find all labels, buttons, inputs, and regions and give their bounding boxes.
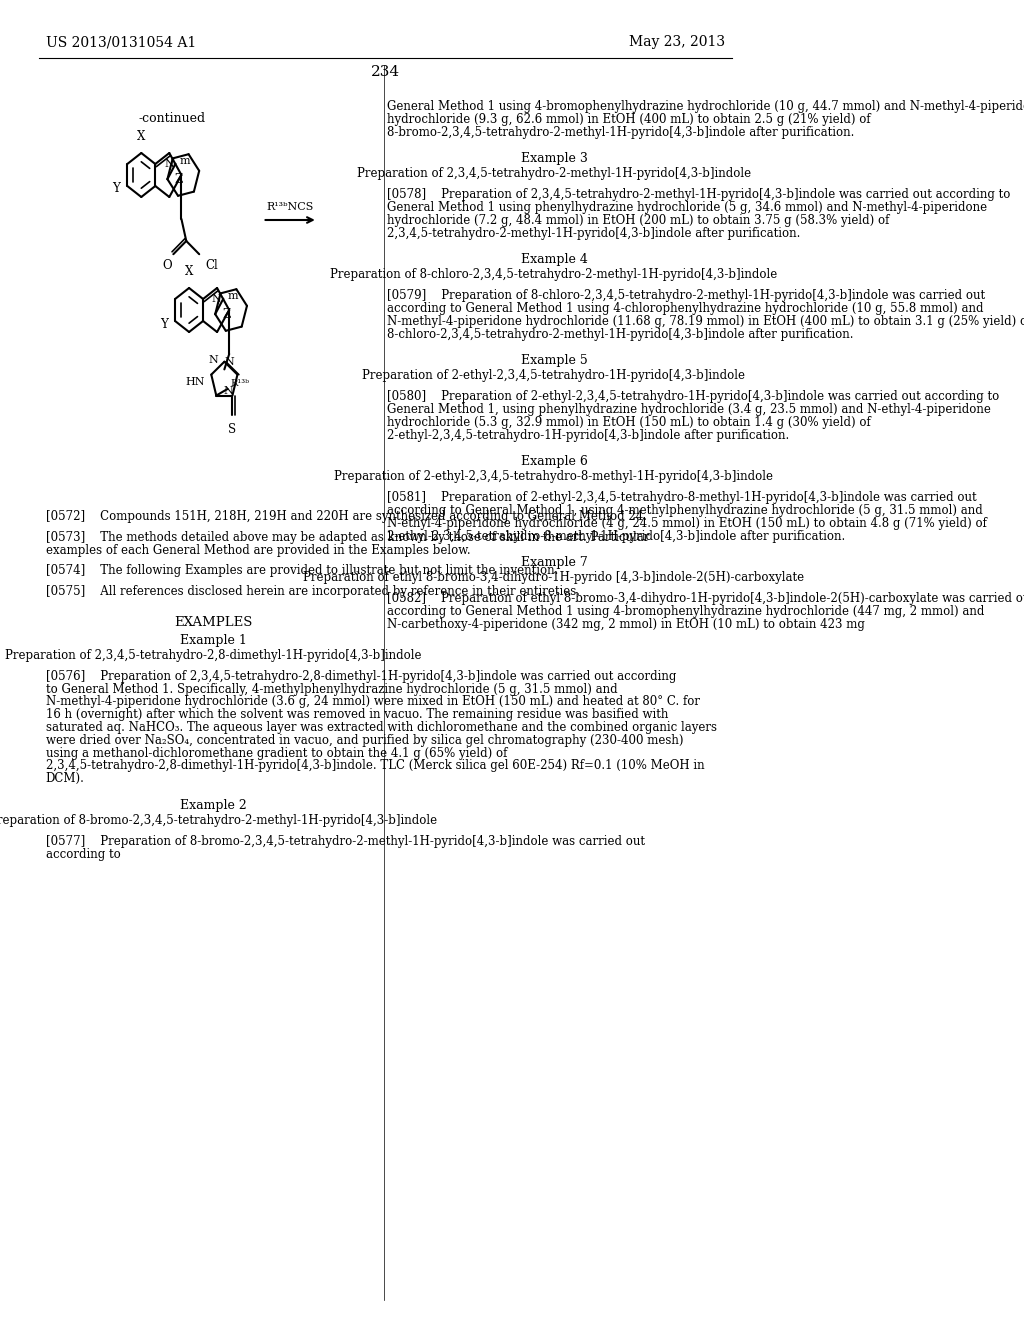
Text: according to General Method 1 using 4-chlorophenylhydrazine hydrochloride (10 g,: according to General Method 1 using 4-ch… bbox=[387, 302, 983, 315]
Text: [0579]    Preparation of 8-chloro-2,3,4,5-tetrahydro-2-methyl-1H-pyrido[4,3-b]in: [0579] Preparation of 8-chloro-2,3,4,5-t… bbox=[387, 289, 985, 302]
Text: to General Method 1. Specifically, 4-methylphenylhydrazine hydrochloride (5 g, 3: to General Method 1. Specifically, 4-met… bbox=[46, 682, 617, 696]
Text: hydrochloride (5.3 g, 32.9 mmol) in EtOH (150 mL) to obtain 1.4 g (30% yield) of: hydrochloride (5.3 g, 32.9 mmol) in EtOH… bbox=[387, 416, 870, 429]
Text: Preparation of 2-ethyl-2,3,4,5-tetrahydro-8-methyl-1H-pyrido[4,3-b]indole: Preparation of 2-ethyl-2,3,4,5-tetrahydr… bbox=[335, 470, 773, 483]
Text: 2,3,4,5-tetrahydro-2,8-dimethyl-1H-pyrido[4,3-b]indole. TLC (Merck silica gel 60: 2,3,4,5-tetrahydro-2,8-dimethyl-1H-pyrid… bbox=[46, 759, 705, 772]
Text: according to General Method 1, using 4-methylphenylhydrazine hydrochloride (5 g,: according to General Method 1, using 4-m… bbox=[387, 504, 983, 517]
Text: Preparation of ethyl 8-bromo-3,4-dihydro-1H-pyrido [4,3-b]indole-2(5H)-carboxyla: Preparation of ethyl 8-bromo-3,4-dihydro… bbox=[303, 572, 805, 585]
Text: 234: 234 bbox=[371, 65, 400, 79]
Text: R¹³ᵇNCS: R¹³ᵇNCS bbox=[266, 202, 313, 213]
Text: Preparation of 8-chloro-2,3,4,5-tetrahydro-2-methyl-1H-pyrido[4,3-b]indole: Preparation of 8-chloro-2,3,4,5-tetrahyd… bbox=[331, 268, 777, 281]
Text: Y: Y bbox=[112, 182, 120, 195]
Text: Preparation of 2,3,4,5-tetrahydro-2,8-dimethyl-1H-pyrido[4,3-b]indole: Preparation of 2,3,4,5-tetrahydro-2,8-di… bbox=[5, 649, 421, 663]
Text: -continued: -continued bbox=[138, 112, 206, 125]
Text: Example 1: Example 1 bbox=[179, 634, 247, 647]
Text: X: X bbox=[185, 265, 194, 279]
Text: X: X bbox=[137, 129, 145, 143]
Text: Example 2: Example 2 bbox=[179, 799, 247, 812]
Text: Z: Z bbox=[222, 308, 230, 321]
Text: 2-ethyl-2,3,4,5-tetrahydro-8-methyl-1H-pyrido[4,3-b]indole after purification.: 2-ethyl-2,3,4,5-tetrahydro-8-methyl-1H-p… bbox=[387, 529, 845, 543]
Text: US 2013/0131054 A1: US 2013/0131054 A1 bbox=[46, 36, 196, 49]
Text: Example 6: Example 6 bbox=[520, 455, 588, 469]
Text: [0572]    Compounds 151H, 218H, 219H and 220H are synthesized according to Gener: [0572] Compounds 151H, 218H, 219H and 22… bbox=[46, 510, 647, 523]
Text: 8-bromo-2,3,4,5-tetrahydro-2-methyl-1H-pyrido[4,3-b]indole after purification.: 8-bromo-2,3,4,5-tetrahydro-2-methyl-1H-p… bbox=[387, 125, 854, 139]
Text: examples of each General Method are provided in the Examples below.: examples of each General Method are prov… bbox=[46, 544, 470, 557]
Text: Preparation of 2-ethyl-2,3,4,5-tetrahydro-1H-pyrido[4,3-b]indole: Preparation of 2-ethyl-2,3,4,5-tetrahydr… bbox=[362, 370, 745, 383]
Text: [0578]    Preparation of 2,3,4,5-tetrahydro-2-methyl-1H-pyrido[4,3-b]indole was : [0578] Preparation of 2,3,4,5-tetrahydro… bbox=[387, 189, 1010, 201]
Text: 16 h (overnight) after which the solvent was removed in vacuo. The remaining res: 16 h (overnight) after which the solvent… bbox=[46, 709, 668, 721]
Text: [0582]    Preparation of ethyl 8-bromo-3,4-dihydro-1H-pyrido[4,3-b]indole-2(5H)-: [0582] Preparation of ethyl 8-bromo-3,4-… bbox=[387, 593, 1024, 605]
Text: Preparation of 8-bromo-2,3,4,5-tetrahydro-2-methyl-1H-pyrido[4,3-b]indole: Preparation of 8-bromo-2,3,4,5-tetrahydr… bbox=[0, 814, 437, 828]
Text: [0575]    All references disclosed herein are incorporated by reference in their: [0575] All references disclosed herein a… bbox=[46, 585, 580, 598]
Text: [0577]    Preparation of 8-bromo-2,3,4,5-tetrahydro-2-methyl-1H-pyrido[4,3-b]ind: [0577] Preparation of 8-bromo-2,3,4,5-te… bbox=[46, 834, 645, 847]
Text: m: m bbox=[227, 290, 239, 301]
Text: N: N bbox=[209, 355, 218, 364]
Text: hydrochloride (7.2 g, 48.4 mmol) in EtOH (200 mL) to obtain 3.75 g (58.3% yield): hydrochloride (7.2 g, 48.4 mmol) in EtOH… bbox=[387, 214, 889, 227]
Text: General Method 1 using phenylhydrazine hydrochloride (5 g, 34.6 mmol) and N-meth: General Method 1 using phenylhydrazine h… bbox=[387, 201, 987, 214]
Text: hydrochloride (9.3 g, 62.6 mmol) in EtOH (400 mL) to obtain 2.5 g (21% yield) of: hydrochloride (9.3 g, 62.6 mmol) in EtOH… bbox=[387, 112, 870, 125]
Text: N-methyl-4-piperidone hydrochloride (3.6 g, 24 mmol) were mixed in EtOH (150 mL): N-methyl-4-piperidone hydrochloride (3.6… bbox=[46, 696, 699, 709]
Text: m: m bbox=[180, 156, 190, 166]
Text: N-ethyl-4-piperidone hydrochloride (4 g, 24.5 mmol) in EtOH (150 mL) to obtain 4: N-ethyl-4-piperidone hydrochloride (4 g,… bbox=[387, 517, 987, 529]
Text: Z: Z bbox=[175, 173, 183, 186]
Text: O: O bbox=[163, 259, 172, 272]
Text: [0581]    Preparation of 2-ethyl-2,3,4,5-tetrahydro-8-methyl-1H-pyrido[4,3-b]ind: [0581] Preparation of 2-ethyl-2,3,4,5-te… bbox=[387, 491, 977, 504]
Text: [0576]    Preparation of 2,3,4,5-tetrahydro-2,8-dimethyl-1H-pyrido[4,3-b]indole : [0576] Preparation of 2,3,4,5-tetrahydro… bbox=[46, 669, 676, 682]
Text: [0574]    The following Examples are provided to illustrate but not limit the in: [0574] The following Examples are provid… bbox=[46, 565, 558, 577]
Text: S: S bbox=[228, 424, 237, 437]
Text: [0573]    The methods detailed above may be adapted as known by those of skill i: [0573] The methods detailed above may be… bbox=[46, 531, 649, 544]
Text: according to: according to bbox=[46, 847, 121, 861]
Text: General Method 1, using phenylhydrazine hydrochloride (3.4 g, 23.5 mmol) and N-e: General Method 1, using phenylhydrazine … bbox=[387, 403, 990, 416]
Text: were dried over Na₂SO₄, concentrated in vacuo, and purified by silica gel chroma: were dried over Na₂SO₄, concentrated in … bbox=[46, 734, 683, 747]
Text: Cl: Cl bbox=[205, 259, 218, 272]
Text: R¹³ᵇ: R¹³ᵇ bbox=[230, 379, 249, 388]
Text: N-methyl-4-piperidone hydrochloride (11.68 g, 78.19 mmol) in EtOH (400 mL) to ob: N-methyl-4-piperidone hydrochloride (11.… bbox=[387, 314, 1024, 327]
Text: May 23, 2013: May 23, 2013 bbox=[629, 36, 725, 49]
Text: [0580]    Preparation of 2-ethyl-2,3,4,5-tetrahydro-1H-pyrido[4,3-b]indole was c: [0580] Preparation of 2-ethyl-2,3,4,5-te… bbox=[387, 391, 999, 403]
Text: 8-chloro-2,3,4,5-tetrahydro-2-methyl-1H-pyrido[4,3-b]indole after purification.: 8-chloro-2,3,4,5-tetrahydro-2-methyl-1H-… bbox=[387, 327, 853, 341]
Text: EXAMPLES: EXAMPLES bbox=[174, 616, 252, 630]
Text: N: N bbox=[223, 385, 233, 396]
Text: Example 7: Example 7 bbox=[520, 557, 588, 569]
Text: N: N bbox=[164, 160, 174, 169]
Text: General Method 1 using 4-bromophenylhydrazine hydrochloride (10 g, 44.7 mmol) an: General Method 1 using 4-bromophenylhydr… bbox=[387, 100, 1024, 114]
Text: DCM).: DCM). bbox=[46, 772, 85, 785]
Text: Example 5: Example 5 bbox=[520, 354, 588, 367]
Text: HN: HN bbox=[186, 376, 206, 387]
Text: Example 3: Example 3 bbox=[520, 152, 588, 165]
Text: Preparation of 2,3,4,5-tetrahydro-2-methyl-1H-pyrido[4,3-b]indole: Preparation of 2,3,4,5-tetrahydro-2-meth… bbox=[357, 168, 751, 181]
Text: Example 4: Example 4 bbox=[520, 253, 588, 267]
Text: N: N bbox=[224, 356, 233, 367]
Text: N: N bbox=[212, 294, 221, 304]
Text: N-carbethoxy-4-piperidone (342 mg, 2 mmol) in EtOH (10 mL) to obtain 423 mg: N-carbethoxy-4-piperidone (342 mg, 2 mmo… bbox=[387, 618, 864, 631]
Text: according to General Method 1 using 4-bromophenylhydrazine hydrochloride (447 mg: according to General Method 1 using 4-br… bbox=[387, 605, 984, 618]
Text: saturated aq. NaHCO₃. The aqueous layer was extracted with dichloromethane and t: saturated aq. NaHCO₃. The aqueous layer … bbox=[46, 721, 717, 734]
Text: using a methanol-dichloromethane gradient to obtain the 4.1 g (65% yield) of: using a methanol-dichloromethane gradien… bbox=[46, 747, 507, 759]
Text: Y: Y bbox=[160, 318, 168, 330]
Text: 2-ethyl-2,3,4,5-tetrahydro-1H-pyrido[4,3-b]indole after purification.: 2-ethyl-2,3,4,5-tetrahydro-1H-pyrido[4,3… bbox=[387, 429, 790, 442]
Text: 2,3,4,5-tetrahydro-2-methyl-1H-pyrido[4,3-b]indole after purification.: 2,3,4,5-tetrahydro-2-methyl-1H-pyrido[4,… bbox=[387, 227, 800, 240]
